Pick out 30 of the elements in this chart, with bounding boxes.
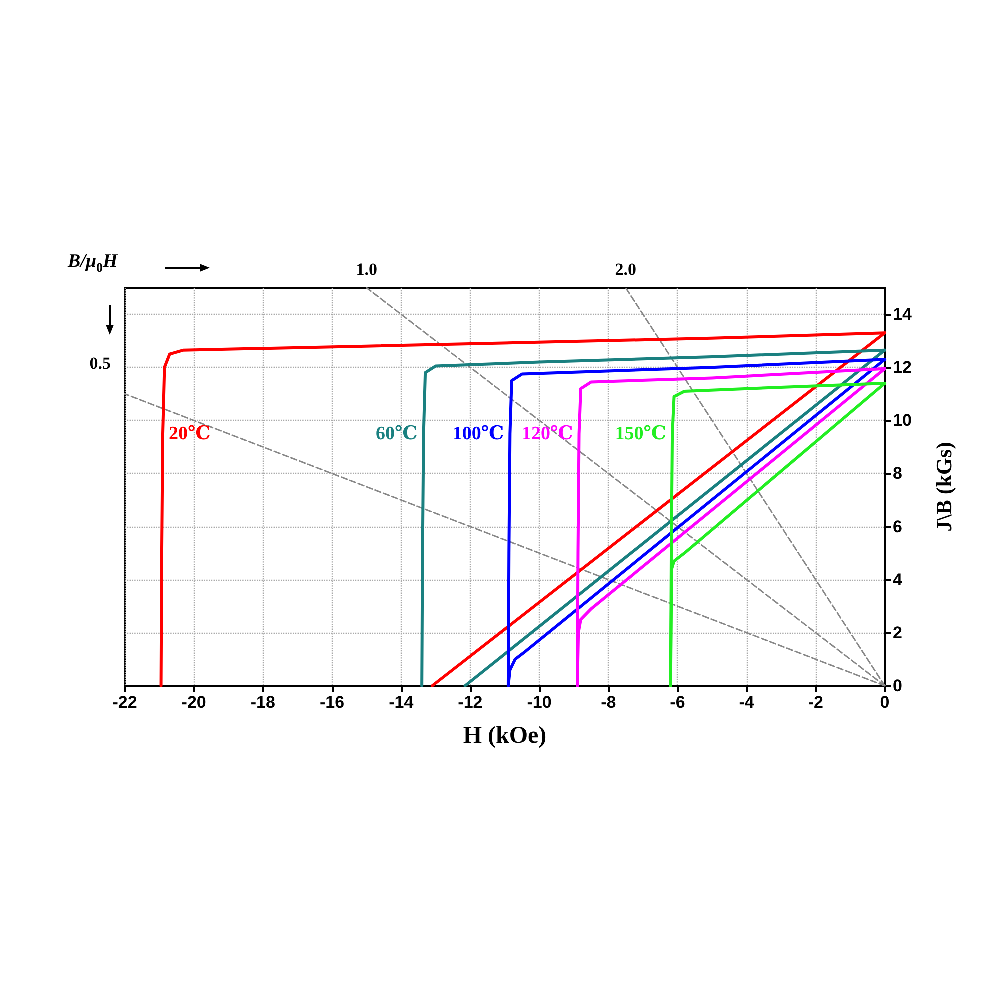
- series-label: 120℃: [522, 423, 574, 444]
- y-tick-label: 14: [893, 305, 912, 324]
- x-tick-label: -16: [320, 693, 345, 712]
- series-label: 20℃: [169, 423, 211, 444]
- x-tick-label: -6: [670, 693, 686, 712]
- x-tick-label: -8: [601, 693, 616, 712]
- x-tick-label: -2: [808, 693, 824, 712]
- x-tick-label: -4: [739, 693, 755, 712]
- series-label: 150℃: [615, 423, 667, 444]
- x-tick-label: -18: [250, 693, 276, 712]
- y-axis-title: J\B (kGs): [932, 442, 956, 532]
- x-axis-title: H (kOe): [463, 723, 547, 749]
- series-label: 1.0: [356, 260, 378, 279]
- x-tick-label: -22: [112, 693, 138, 712]
- x-tick-label: -20: [182, 693, 206, 712]
- series-label: 100℃: [452, 423, 504, 444]
- y-tick-label: 12: [893, 358, 912, 378]
- series-label: 0.5: [90, 354, 111, 374]
- x-tick-label: -10: [527, 693, 552, 712]
- y-tick-label: 4: [893, 570, 903, 590]
- x-tick-label: 0: [880, 693, 890, 712]
- y-tick-label: 0: [893, 676, 902, 696]
- y-tick-label: 6: [893, 517, 902, 536]
- series-label: 60℃: [376, 423, 418, 444]
- y-tick-label: 8: [893, 464, 902, 484]
- x-tick-label: -14: [389, 693, 414, 712]
- y-tick-label: 10: [893, 411, 912, 430]
- x-tick-label: -12: [458, 693, 483, 712]
- series-label: 2.0: [615, 260, 637, 279]
- y-tick-label: 2: [893, 623, 902, 642]
